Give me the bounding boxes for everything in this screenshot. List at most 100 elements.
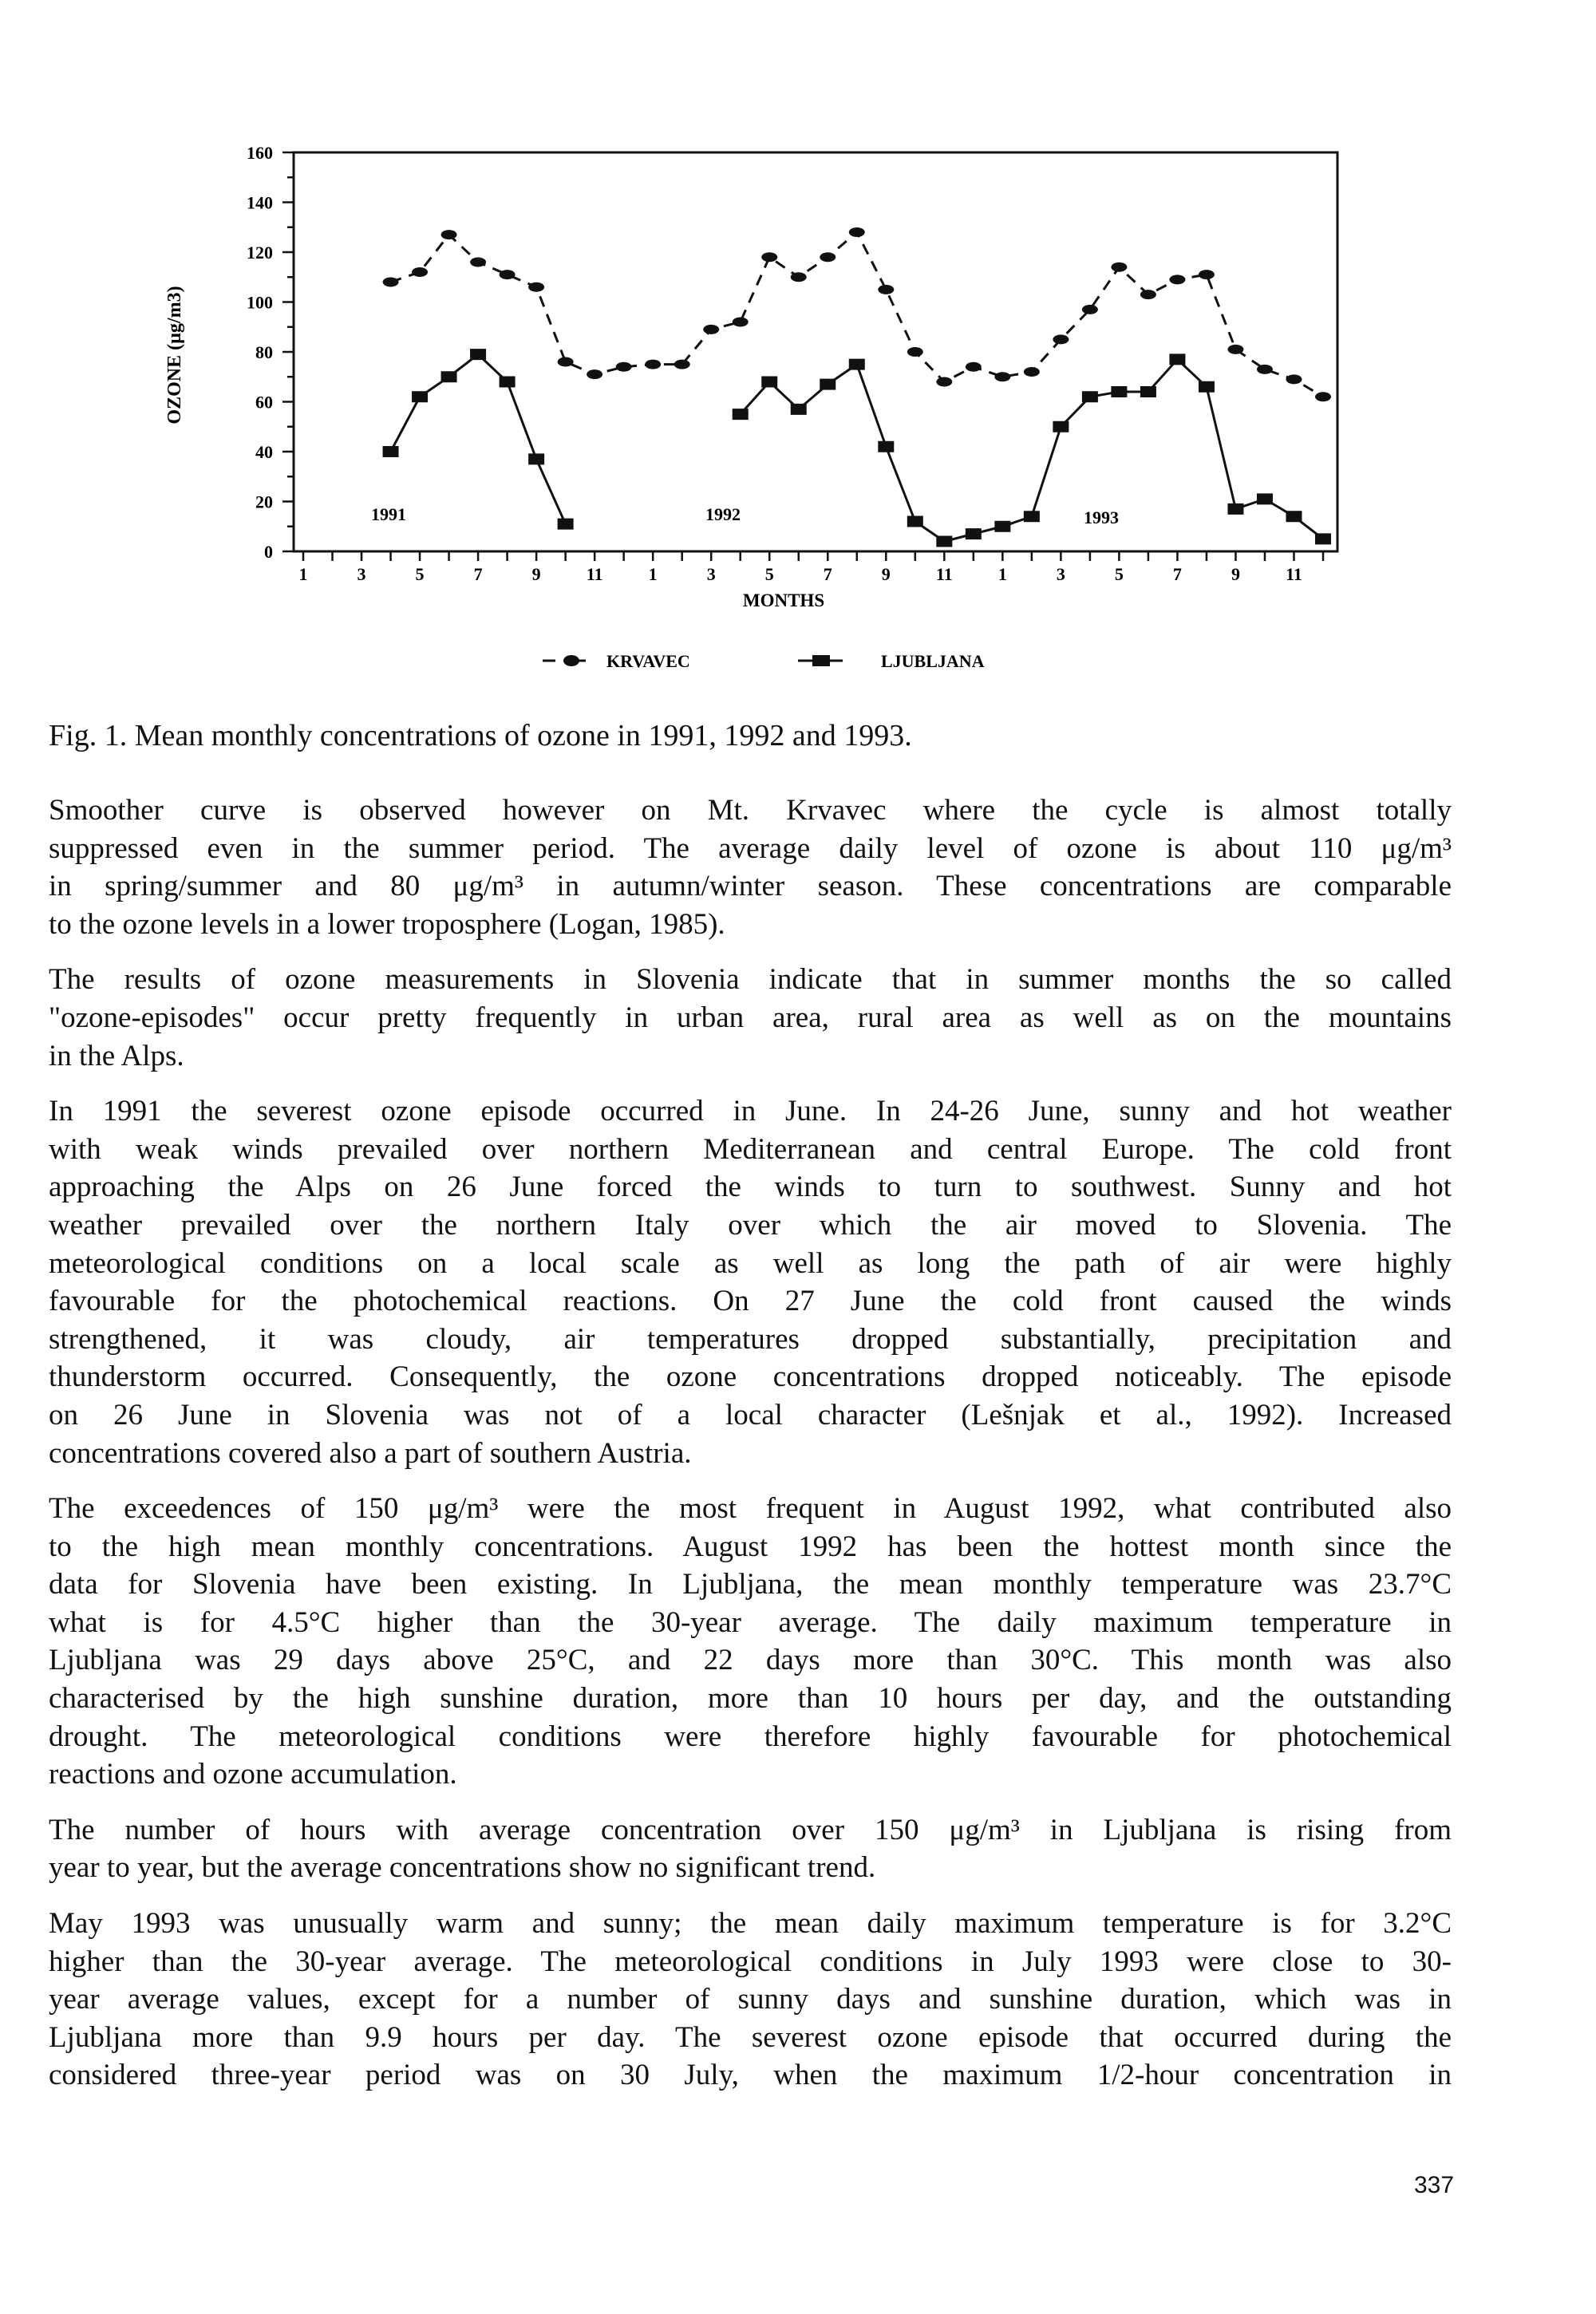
krvavec-point — [878, 284, 895, 294]
ljubljana-point — [382, 446, 399, 457]
krvavec-point — [528, 282, 545, 292]
y-tick-label: 80 — [255, 342, 273, 362]
ljubljana-point — [1286, 511, 1302, 523]
ljubljana-point — [1111, 386, 1128, 397]
paragraph: The number of hours with average concent… — [49, 1811, 1452, 1887]
x-tick-label: 11 — [1286, 564, 1302, 584]
legend-ljubljana-marker — [812, 655, 830, 666]
y-tick-label: 120 — [247, 243, 273, 263]
ljubljana-point — [936, 535, 953, 547]
krvavec-point — [761, 252, 778, 263]
text-line: year average values, except for a number… — [49, 1983, 1452, 2016]
krvavec-point — [848, 227, 865, 237]
text-line: higher than the 30-year average. The met… — [49, 1945, 1452, 1978]
ljubljana-point — [1081, 391, 1098, 403]
krvavec-point — [382, 277, 399, 287]
ljubljana-point — [878, 440, 895, 452]
text-line: data for Slovenia have been existing. In… — [49, 1568, 1452, 1601]
ljubljana-point — [1227, 503, 1244, 515]
text-line: Ljubljana was 29 days above 25°C, and 22… — [49, 1644, 1452, 1677]
x-tick-label: 5 — [765, 564, 774, 584]
text-line: in spring/summer and 80 μg/m³ in autumn/… — [49, 870, 1452, 903]
ljubljana-point — [1169, 353, 1186, 365]
text-line: meteorological conditions on a local sca… — [49, 1246, 1452, 1280]
x-tick-label: 1 — [998, 564, 1007, 584]
body-text: Smoother curve is observed however on Mt… — [49, 792, 1452, 2112]
ljubljana-point — [732, 409, 749, 421]
text-line: "ozone-episodes" occur pretty frequently… — [49, 1001, 1452, 1034]
ljubljana-line — [389, 353, 567, 525]
text-line: The exceedences of 150 μg/m³ were the mo… — [49, 1492, 1452, 1526]
text-line: characterised by the high sunshine durat… — [49, 1682, 1452, 1716]
krvavec-point — [994, 372, 1011, 382]
paragraph: The exceedences of 150 μg/m³ were the mo… — [49, 1490, 1452, 1794]
krvavec-point — [1081, 304, 1098, 314]
krvavec-point — [470, 257, 487, 267]
text-line: Ljubljana more than 9.9 hours per day. T… — [49, 2020, 1452, 2054]
ljubljana-point — [470, 349, 487, 361]
text-line: suppressed even in the summer period. Th… — [49, 831, 1452, 865]
krvavec-point — [1198, 270, 1215, 280]
krvavec-point — [1227, 344, 1244, 354]
krvavec-point — [965, 361, 982, 372]
ljubljana-point — [848, 358, 865, 370]
year-label: 1991 — [371, 504, 406, 524]
x-tick-label: 9 — [532, 564, 541, 584]
x-tick-label: 9 — [1231, 564, 1240, 584]
krvavec-point — [703, 324, 720, 334]
ljubljana-point — [557, 518, 574, 530]
text-line: weather prevailed over the northern Ital… — [49, 1208, 1452, 1242]
page-number: 337 — [1414, 2172, 1455, 2198]
krvavec-point — [1053, 334, 1069, 345]
year-label: 1992 — [705, 504, 741, 524]
krvavec-point — [1286, 374, 1302, 385]
krvavec-point — [645, 359, 662, 369]
text-line: The results of ozone measurements in Slo… — [49, 963, 1452, 997]
krvavec-point — [1140, 290, 1156, 300]
text-line: In 1991 the severest ozone episode occur… — [49, 1095, 1452, 1128]
text-line: considered three-year period was on 30 J… — [49, 2059, 1452, 2092]
plot-frame — [292, 151, 1339, 553]
x-tick-label: 3 — [1057, 564, 1065, 584]
x-tick-label: 11 — [936, 564, 953, 584]
x-tick-label: 3 — [707, 564, 716, 584]
ljubljana-point — [790, 403, 807, 415]
x-tick-label: 3 — [358, 564, 366, 584]
krvavec-line — [390, 230, 1324, 398]
paragraph: May 1993 was unusually warm and sunny; t… — [49, 1905, 1452, 2095]
figure-caption: Fig. 1. Mean monthly concentrations of o… — [49, 719, 912, 752]
text-line: with weak winds prevailed over northern … — [49, 1132, 1452, 1166]
krvavec-point — [557, 357, 574, 367]
legend-krvavec-label: KRVAVEC — [606, 651, 690, 671]
y-axis-label: OZONE (µg/m3) — [164, 286, 185, 424]
ljubljana-point — [412, 391, 429, 403]
krvavec-point — [615, 361, 632, 372]
ljubljana-point — [994, 520, 1011, 532]
krvavec-point — [440, 230, 457, 240]
krvavec-point — [1023, 367, 1040, 377]
ljubljana-point — [1023, 511, 1040, 523]
y-tick-label: 140 — [247, 193, 273, 213]
ljubljana-point — [1198, 381, 1215, 393]
paragraph: In 1991 the severest ozone episode occur… — [49, 1092, 1452, 1472]
krvavec-point — [1315, 392, 1331, 402]
ljubljana-point — [440, 371, 457, 383]
krvavec-point — [587, 369, 603, 380]
krvavec-point — [820, 252, 836, 263]
krvavec-point — [499, 270, 516, 280]
legend-krvavec-marker — [563, 655, 579, 666]
text-line: approaching the Alps on 26 June forced t… — [49, 1171, 1452, 1204]
ljubljana-point — [1053, 421, 1069, 432]
ljubljana-point — [820, 378, 836, 390]
krvavec-point — [907, 347, 923, 357]
text-line: favourable for the photochemical reactio… — [49, 1285, 1452, 1318]
krvavec-point — [732, 317, 749, 327]
text-line: concentrations covered also a part of so… — [49, 1436, 692, 1470]
text-line: to the high mean monthly concentrations.… — [49, 1530, 1452, 1563]
krvavec-point — [412, 267, 429, 277]
text-line: May 1993 was unusually warm and sunny; t… — [49, 1907, 1452, 1941]
ljubljana-point — [1315, 533, 1331, 545]
text-line: drought. The meteorological conditions w… — [49, 1720, 1452, 1753]
ljubljana-point — [528, 453, 545, 465]
text-line: thunderstorm occurred. Consequently, the… — [49, 1360, 1452, 1394]
